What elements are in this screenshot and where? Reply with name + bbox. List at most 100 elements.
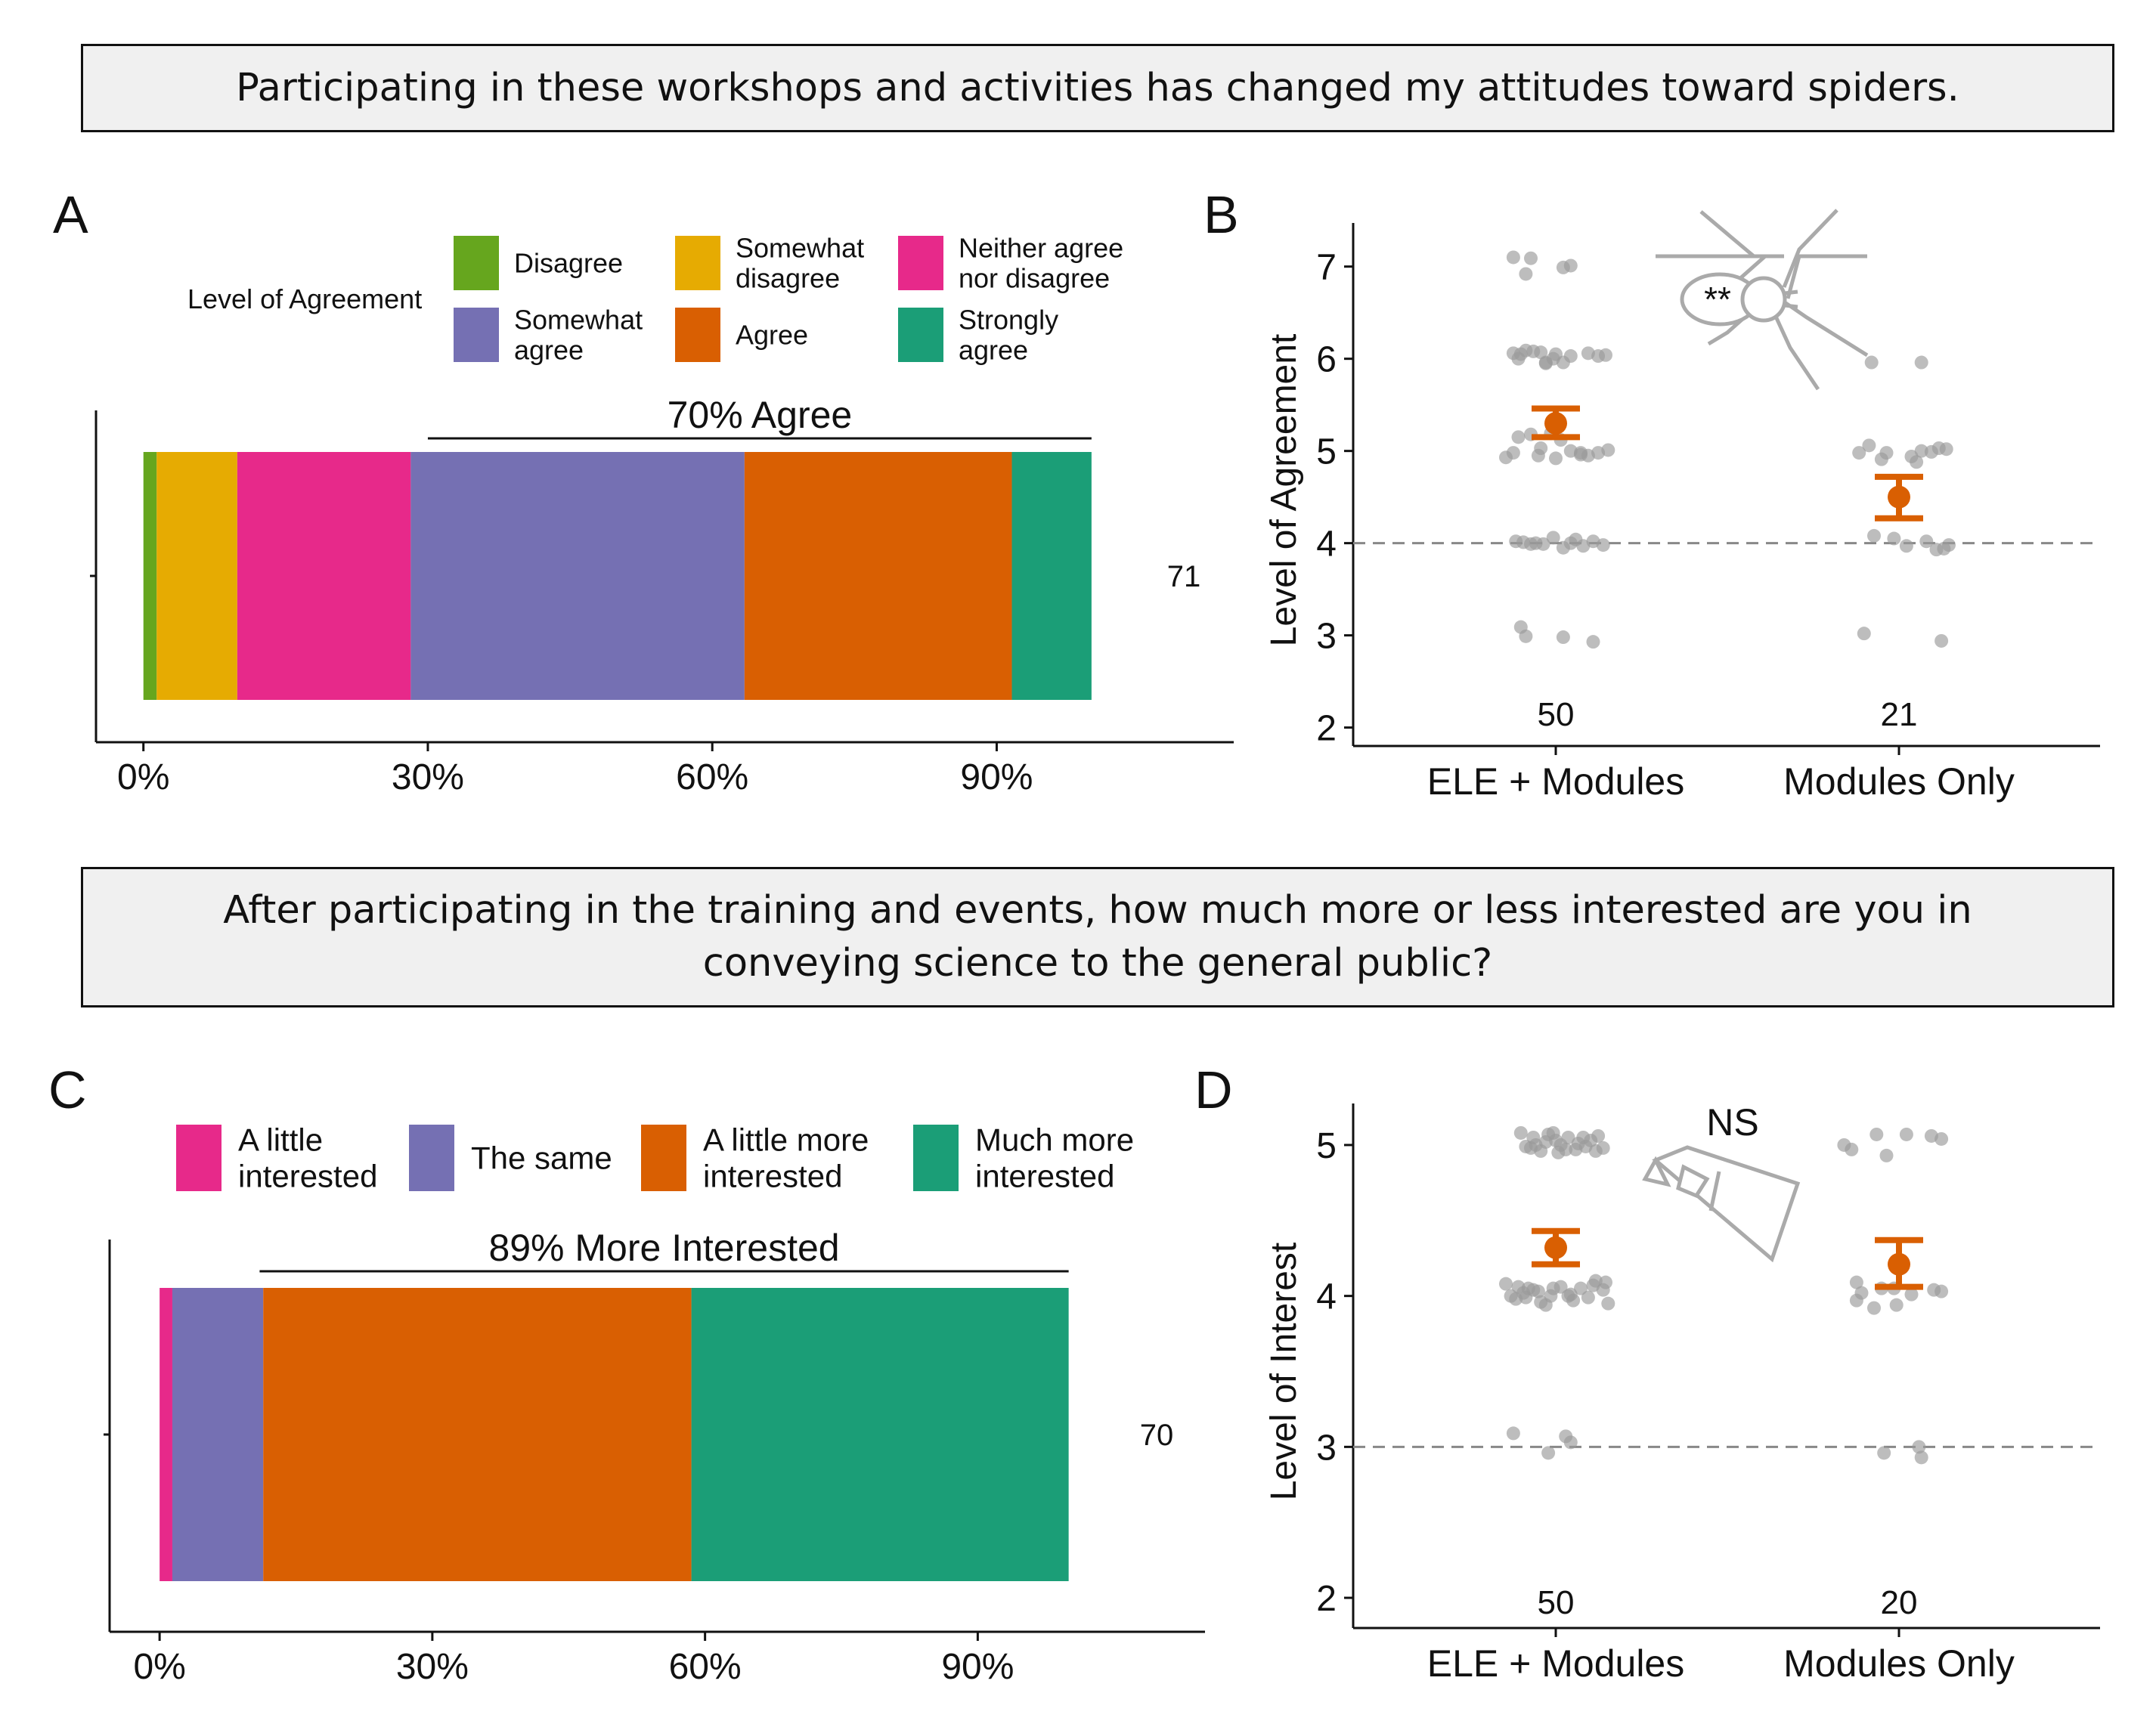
data-point bbox=[1599, 348, 1612, 362]
data-point bbox=[1912, 1440, 1926, 1454]
data-point bbox=[1935, 1284, 1949, 1298]
data-point bbox=[1531, 448, 1545, 463]
bar-segment-agree bbox=[744, 452, 1012, 700]
legend-label: Somewhat bbox=[514, 305, 643, 336]
megaphone-icon bbox=[1642, 1145, 1801, 1263]
bar-segment-a-little-interested bbox=[160, 1288, 172, 1581]
data-point bbox=[1549, 451, 1563, 466]
annotation-label: 70% Agree bbox=[668, 394, 853, 436]
data-point bbox=[1899, 539, 1913, 553]
data-point bbox=[1529, 1137, 1543, 1152]
data-point bbox=[1519, 629, 1533, 643]
y-tick-label: 2 bbox=[1316, 709, 1337, 749]
mean-point bbox=[1888, 485, 1910, 509]
mean-point bbox=[1544, 412, 1567, 435]
x-tick-label: 30% bbox=[396, 1647, 469, 1687]
legend-label: interested bbox=[238, 1159, 377, 1194]
x-tick-label: ELE + Modules bbox=[1427, 1642, 1684, 1685]
spider-fang bbox=[1784, 303, 1798, 309]
data-point bbox=[1519, 267, 1533, 281]
data-point bbox=[1556, 630, 1570, 645]
legend-label: The same bbox=[471, 1141, 612, 1176]
data-point bbox=[1599, 1275, 1612, 1289]
x-tick-label: Modules Only bbox=[1783, 760, 2015, 803]
data-point bbox=[1534, 345, 1548, 360]
data-point bbox=[1581, 1290, 1595, 1305]
legend-swatch bbox=[675, 308, 720, 362]
data-point bbox=[1499, 1277, 1513, 1291]
data-point bbox=[1574, 1281, 1588, 1295]
data-point bbox=[1864, 355, 1879, 370]
y-axis-label: Level of Agreement bbox=[1264, 334, 1304, 647]
x-tick-label: 90% bbox=[960, 757, 1033, 797]
bar-segment-somewhat-agree bbox=[410, 452, 745, 700]
data-point bbox=[1935, 633, 1949, 648]
data-point bbox=[1849, 1293, 1863, 1308]
mean-point bbox=[1888, 1252, 1910, 1276]
bar-segment-much-more-interested bbox=[691, 1288, 1069, 1581]
bar-segment-a-little-more-interested bbox=[263, 1288, 692, 1581]
data-point bbox=[1852, 446, 1866, 460]
x-tick-label: 0% bbox=[133, 1647, 185, 1687]
data-point bbox=[1524, 251, 1538, 265]
data-point bbox=[1538, 356, 1553, 370]
data-point bbox=[1506, 250, 1520, 265]
data-point bbox=[1586, 635, 1600, 649]
spider-leg bbox=[1782, 209, 1838, 288]
y-tick-label: 3 bbox=[1316, 617, 1337, 657]
data-point bbox=[1544, 1289, 1558, 1303]
sample-size-label: 50 bbox=[1538, 1584, 1575, 1621]
x-tick-label: ELE + Modules bbox=[1427, 760, 1684, 803]
data-point bbox=[1591, 1128, 1606, 1143]
data-point bbox=[1571, 1136, 1585, 1150]
legend-label: nor disagree bbox=[959, 263, 1110, 294]
question-1-text: Participating in these workshops and act… bbox=[236, 65, 1959, 110]
y-tick-label: 7 bbox=[1316, 248, 1337, 288]
sample-size-label: 71 bbox=[1167, 560, 1201, 593]
x-tick-label: 0% bbox=[117, 757, 169, 797]
legend-label: agree bbox=[959, 335, 1028, 366]
legend-label: A little more bbox=[703, 1122, 869, 1158]
sample-size-label: 50 bbox=[1538, 696, 1575, 733]
data-point bbox=[1601, 1296, 1615, 1311]
sample-size-label: 20 bbox=[1881, 1584, 1918, 1621]
x-tick-label: 90% bbox=[941, 1647, 1014, 1687]
legend-swatch bbox=[675, 236, 720, 290]
data-point bbox=[1563, 258, 1578, 273]
data-point bbox=[1899, 1127, 1913, 1141]
y-tick-label: 4 bbox=[1316, 1277, 1337, 1317]
data-point bbox=[1588, 1144, 1603, 1158]
sample-size-label: 21 bbox=[1881, 696, 1918, 733]
data-point bbox=[1546, 531, 1560, 545]
x-tick-label: 30% bbox=[392, 757, 464, 797]
data-point bbox=[1536, 537, 1550, 551]
legend-label: Much more bbox=[975, 1122, 1134, 1158]
data-point bbox=[1574, 446, 1588, 460]
data-point bbox=[1914, 444, 1928, 458]
data-point bbox=[1879, 446, 1894, 460]
panel-label-d: D bbox=[1194, 1060, 1233, 1119]
legend-label: A little bbox=[238, 1122, 323, 1158]
spider-leg bbox=[1781, 299, 1869, 357]
data-point bbox=[1867, 528, 1881, 543]
data-point bbox=[1553, 1280, 1568, 1294]
spider-leg bbox=[1786, 254, 1867, 299]
data-point bbox=[1569, 532, 1583, 546]
y-tick-label: 3 bbox=[1316, 1428, 1337, 1468]
data-point bbox=[1887, 531, 1901, 546]
data-point bbox=[1942, 538, 1956, 552]
data-point bbox=[1563, 1435, 1578, 1450]
data-point bbox=[1511, 351, 1526, 366]
legend-label: Agree bbox=[736, 320, 808, 351]
data-point bbox=[1935, 1131, 1949, 1146]
sample-size-label: 70 bbox=[1140, 1419, 1174, 1452]
data-point bbox=[1910, 455, 1924, 469]
legend-swatch bbox=[176, 1125, 221, 1191]
data-point bbox=[1586, 1278, 1600, 1292]
data-point bbox=[1549, 347, 1563, 361]
legend-label: interested bbox=[703, 1159, 842, 1194]
data-point bbox=[1919, 534, 1934, 549]
megaphone-tip bbox=[1642, 1156, 1671, 1187]
data-point bbox=[1904, 1287, 1919, 1302]
